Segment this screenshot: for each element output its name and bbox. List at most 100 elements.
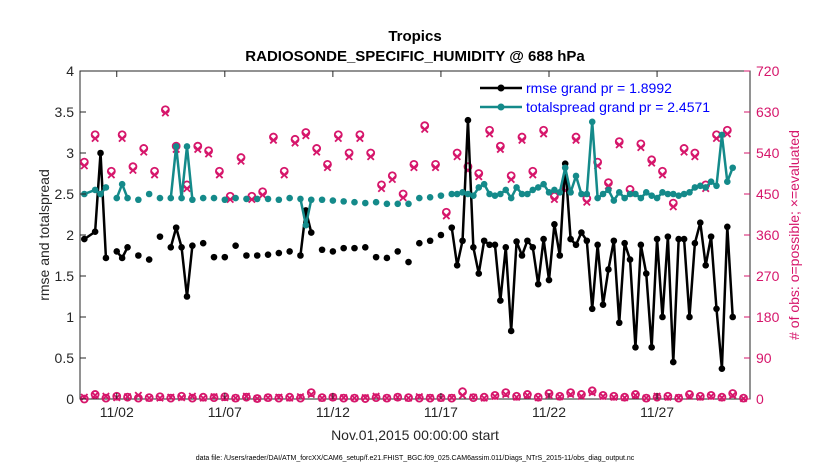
rmse-point (210, 253, 218, 261)
obs-evaluated-marker (183, 184, 191, 193)
totalspread-point (372, 198, 380, 206)
obs-evaluated-marker-stroke (718, 393, 726, 402)
totalspread-point (453, 190, 461, 198)
obs-evaluated-marker-stroke (664, 393, 672, 402)
obs-possible-marker (447, 393, 457, 403)
totalspread-point (97, 190, 104, 198)
obs-possible-marker (490, 390, 500, 400)
obs-evaluated-marker (491, 392, 499, 401)
obs-possible-marker (695, 391, 705, 401)
obs-evaluated-marker-stroke (91, 391, 99, 400)
obs-evaluated-marker-stroke (312, 148, 321, 156)
obs-evaluated-marker-stroke (377, 184, 386, 193)
totalspread-point (696, 182, 704, 190)
totalspread-point (361, 199, 369, 207)
legend-box (476, 77, 744, 117)
obs-evaluated-marker (718, 393, 726, 402)
obs-evaluated-marker-stroke (150, 171, 159, 179)
totalspread-point (729, 164, 737, 172)
obs-evaluated-marker-stroke (339, 393, 348, 402)
obs-evaluated-marker (156, 394, 164, 402)
obs-evaluated-marker (431, 163, 440, 172)
obs-evaluated-marker (102, 392, 110, 401)
obs-possible-marker (501, 388, 511, 398)
rmse-point (524, 237, 531, 245)
obs-evaluated-marker (296, 392, 305, 401)
obs-possible-marker (382, 393, 392, 403)
obs-evaluated-marker (566, 390, 575, 399)
totalspread-point (518, 190, 526, 198)
obs-evaluated-marker-stroke (366, 152, 375, 161)
totalspread-point (221, 196, 229, 204)
totalspread-point (594, 194, 601, 202)
totalspread-point (297, 195, 304, 203)
totalspread-point (707, 178, 715, 185)
obs-possible-marker (728, 389, 738, 398)
obs-evaluated-marker (134, 391, 143, 400)
obs-evaluated-marker (345, 152, 353, 161)
obs-evaluated-marker (723, 130, 732, 138)
obs-evaluated-marker-stroke (404, 394, 413, 402)
obs-evaluated-marker (474, 172, 483, 181)
legend-spread-label: totalspread grand pr = 2.4571 (526, 99, 710, 115)
x-tick-label: 11/12 (316, 404, 350, 420)
obs-evaluated-marker (415, 392, 424, 401)
obs-evaluated-marker-stroke (296, 392, 305, 401)
obs-evaluated-marker (361, 393, 370, 402)
obs-evaluated-marker (123, 392, 132, 401)
obs-evaluated-marker (350, 394, 359, 402)
obs-evaluated-marker (91, 391, 99, 400)
totalspread-point (599, 190, 607, 198)
y-right-tick-label: 180 (756, 309, 780, 325)
totalspread-point (524, 190, 531, 198)
obs-possible-marker (706, 390, 716, 400)
obs-evaluated-marker (469, 393, 478, 402)
obs-possible-marker (317, 393, 327, 403)
obs-evaluated-marker-stroke (264, 393, 272, 402)
rmse-point (696, 219, 704, 226)
totalspread-line (83, 186, 107, 196)
totalspread-point (686, 189, 693, 196)
obs-evaluated-marker (507, 175, 516, 184)
totalspread-point (210, 194, 218, 202)
obs-possible-marker (587, 386, 597, 396)
obs-possible-marker (166, 393, 176, 403)
rmse-point (502, 244, 510, 251)
rmse-point (610, 237, 618, 245)
obs-evaluated-marker (523, 391, 532, 400)
obs-evaluated-marker (453, 152, 461, 161)
obs-evaluated-marker (696, 393, 705, 402)
obs-evaluated-marker-stroke (491, 392, 499, 401)
obs-possible-marker (339, 393, 349, 403)
rmse-point (329, 248, 337, 255)
x-axis-label: Nov.01,2015 00:00:00 start (331, 427, 499, 443)
rmse-point (340, 244, 347, 252)
obs-evaluated-marker-stroke (415, 392, 424, 401)
obs-evaluated-marker-stroke (275, 393, 283, 402)
rmse-point (172, 224, 180, 231)
rmse-point (675, 235, 682, 243)
obs-evaluated-marker-stroke (680, 148, 688, 156)
obs-possible-marker (144, 393, 154, 403)
obs-evaluated-marker-stroke (145, 394, 153, 402)
obs-evaluated-marker-stroke (712, 134, 721, 143)
x-tick-label: 11/17 (424, 404, 458, 420)
rmse-point (702, 262, 709, 269)
y-right-tick-label: 540 (756, 145, 780, 161)
totalspread-point (718, 131, 726, 139)
rmse-point (594, 241, 601, 249)
obs-possible-marker (263, 393, 273, 403)
obs-evaluated-marker-stroke (507, 175, 516, 184)
obs-evaluated-marker (339, 393, 348, 402)
obs-evaluated-marker (215, 171, 224, 179)
obs-evaluated-marker (372, 392, 380, 401)
totalspread-point (189, 196, 196, 204)
obs-evaluated-marker-stroke (534, 393, 543, 402)
totalspread-point (286, 194, 293, 202)
totalspread-point (426, 193, 434, 201)
obs-evaluated-marker (237, 157, 245, 166)
obs-evaluated-marker-stroke (658, 171, 667, 179)
obs-evaluated-marker (577, 392, 586, 401)
chart-subtitle: RADIOSONDE_SPECIFIC_HUMIDITY @ 688 hPa (245, 48, 585, 65)
